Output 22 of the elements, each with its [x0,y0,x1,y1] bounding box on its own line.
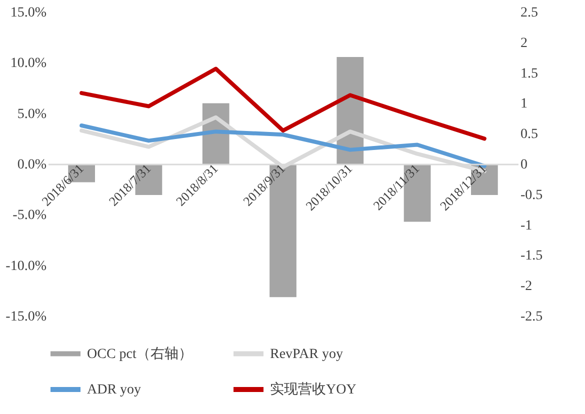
legend-label: RevPAR yoy [270,346,344,362]
y-tick-label: -15.0% [6,310,47,324]
y-tick-label: 10.0% [10,56,47,72]
y2-tick-label: 2 [520,36,528,51]
y2-tick-label: 0 [520,158,528,172]
y-tick-label: -5.0% [12,208,47,224]
y-tick-label: 15.0% [10,6,47,20]
y-tick-label: 5.0% [17,106,47,122]
y2-tick-label: -0.5 [520,188,543,203]
line-series [80,66,486,141]
legend-label: ADR yoy [87,382,142,398]
y2-tick-label: -1.5 [520,248,543,264]
legend-label: OCC pct（右轴） [87,346,192,362]
y2-tick-label: -1 [520,218,532,234]
y2-tick-label: 0.5 [520,127,538,142]
y2-tick-label: -2.5 [520,310,543,324]
y-tick-label: -10.0% [6,258,47,274]
y2-tick-label: 1.5 [520,66,538,82]
y2-tick-label: 2.5 [520,6,538,20]
legend-label: 实现营收YOY [270,382,356,398]
y2-tick-label: -2 [520,279,532,294]
y2-tick-label: 1 [520,96,528,112]
